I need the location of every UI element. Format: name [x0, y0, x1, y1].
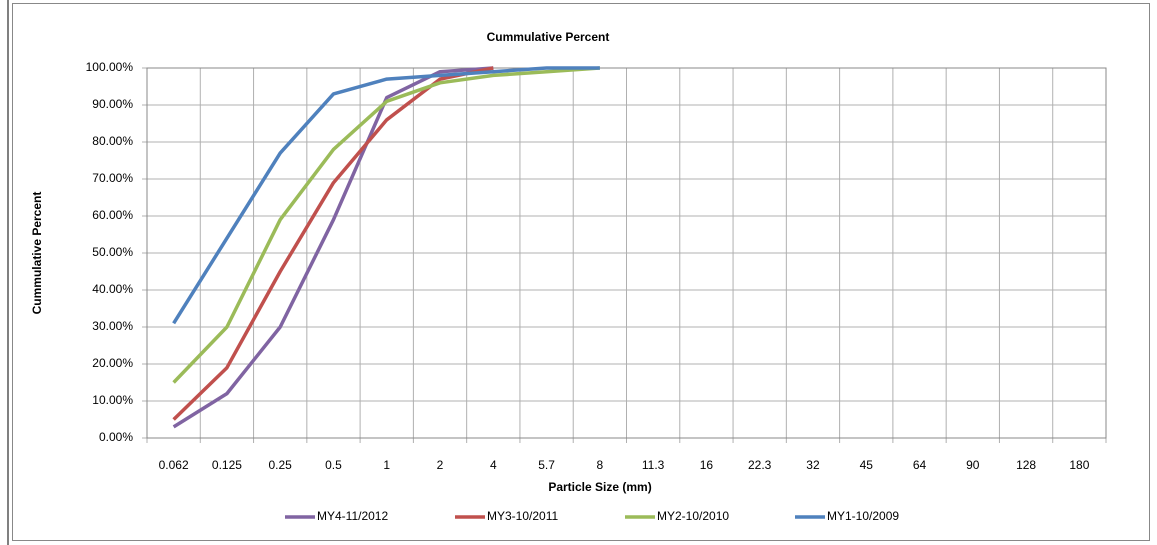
series-line: [172, 66, 494, 421]
legend-label: MY4-11/2012: [317, 509, 388, 523]
y-axis-label: Cummulative Percent: [30, 192, 44, 315]
chart-title: Cummulative Percent: [487, 30, 610, 44]
y-tick-label: 30.00%: [92, 319, 133, 333]
plot-border: [146, 67, 1107, 439]
legend-label: MY1-10/2009: [827, 509, 899, 523]
x-tick-label: 8: [597, 458, 604, 472]
y-tick-label: 0.00%: [99, 430, 133, 444]
x-tick-label: 0.125: [212, 458, 242, 472]
x-tick-label: 4: [490, 458, 497, 472]
series-line: [172, 66, 600, 325]
x-tick-label: 11.3: [642, 458, 665, 472]
series-line: [172, 66, 600, 384]
x-tick-label: 2: [437, 458, 444, 472]
x-tick-label: 180: [1069, 458, 1089, 472]
y-tick-label: 10.00%: [92, 393, 133, 407]
y-tick-label: 20.00%: [92, 356, 133, 370]
x-tick-label: 0.25: [269, 458, 293, 472]
y-tick-label: 100.00%: [86, 60, 134, 74]
x-tick-label: 22.3: [748, 458, 772, 472]
x-tick-label: 32: [806, 458, 820, 472]
x-tick-label: 45: [860, 458, 874, 472]
y-tick-label: 90.00%: [92, 97, 133, 111]
y-tick-label: 80.00%: [92, 134, 133, 148]
chart-frame: [12, 3, 1150, 541]
legend-label: MY3-10/2011: [487, 509, 558, 523]
x-tick-label: 1: [383, 458, 390, 472]
y-tick-label: 40.00%: [92, 282, 133, 296]
x-axis-label: Particle Size (mm): [548, 480, 651, 494]
x-tick-label: 0.5: [325, 458, 342, 472]
x-tick-label: 5.7: [538, 458, 555, 472]
x-tick-label: 128: [1016, 458, 1036, 472]
legend-label: MY2-10/2010: [657, 509, 729, 523]
series-line: [172, 66, 494, 429]
y-tick-label: 60.00%: [92, 208, 133, 222]
x-tick-label: 90: [966, 458, 980, 472]
x-tick-label: 64: [913, 458, 927, 472]
x-tick-label: 0.062: [159, 458, 189, 472]
y-tick-label: 50.00%: [92, 245, 133, 259]
y-tick-label: 70.00%: [92, 171, 133, 185]
x-tick-label: 16: [700, 458, 714, 472]
